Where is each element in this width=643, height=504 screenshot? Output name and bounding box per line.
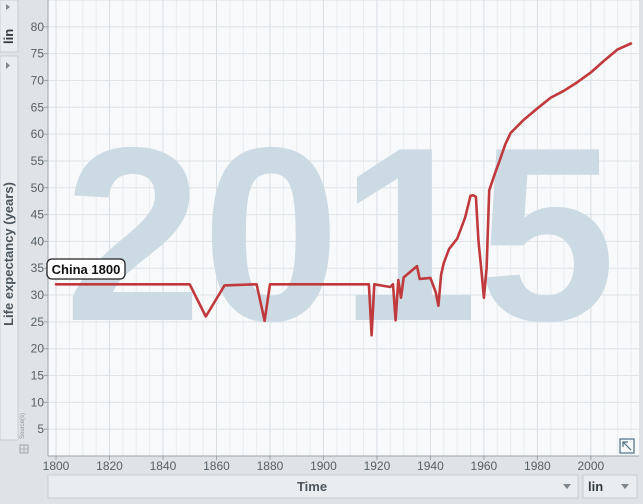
y-tick-label: 50 — [31, 181, 45, 195]
sources-label: Source(s) — [20, 413, 26, 439]
caret-right-icon — [6, 4, 10, 10]
y-tick-label: 35 — [31, 261, 45, 275]
grid-lines — [48, 0, 639, 456]
y-scale-label: lin — [1, 29, 16, 44]
y-axis-title: Life expectancy (years) — [1, 182, 16, 326]
y-tick-label: 5 — [37, 422, 44, 436]
x-scale-label: lin — [588, 479, 603, 494]
x-scale-control[interactable]: lin — [582, 474, 638, 499]
y-tick-label: 20 — [31, 342, 45, 356]
caret-down-icon — [563, 484, 571, 489]
x-tick-label: 1940 — [417, 459, 444, 473]
y-tick-label: 60 — [31, 127, 45, 141]
series-layer — [54, 42, 633, 337]
x-tick-label: 1840 — [150, 459, 177, 473]
caret-right-icon — [6, 62, 10, 69]
y-tick-label: 30 — [31, 288, 45, 302]
x-tick-label: 1860 — [203, 459, 230, 473]
x-axis-selector[interactable]: Time — [47, 474, 579, 499]
y-tick-label: 75 — [31, 47, 45, 61]
x-tick-label: 2000 — [578, 459, 605, 473]
x-tick-label: 1900 — [310, 459, 337, 473]
year-watermark: 2015 — [64, 95, 616, 373]
y-tick-label: 65 — [31, 100, 45, 114]
tooltip-label: China 1800 — [52, 262, 121, 277]
y-axis-ticks: 5 10 15 20 25 30 35 40 45 50 55 60 65 70 75 80 — [31, 20, 48, 436]
y-tick-label: 80 — [31, 20, 45, 34]
x-tick-label: 1880 — [257, 459, 284, 473]
x-tick-label: 1800 — [43, 459, 70, 473]
y-tick-label: 10 — [31, 395, 45, 409]
y-tick-label: 40 — [31, 234, 45, 248]
point-tooltip: China 1800 — [46, 258, 126, 280]
plot-area — [48, 0, 639, 456]
y-tick-label: 15 — [31, 369, 45, 383]
x-axis-title: Time — [297, 479, 327, 494]
y-tick-label: 70 — [31, 73, 45, 87]
sources-button[interactable]: Source(s) — [19, 413, 29, 454]
y-axis-selector[interactable]: Life expectancy (years) — [0, 55, 19, 441]
x-tick-label: 1980 — [524, 459, 551, 473]
y-scale-control[interactable]: lin — [0, 0, 19, 53]
y-tick-label: 45 — [31, 208, 45, 222]
x-tick-label: 1820 — [96, 459, 123, 473]
y-tick-label: 25 — [31, 315, 45, 329]
x-tick-label: 1960 — [471, 459, 498, 473]
x-tick-label: 1920 — [364, 459, 391, 473]
series-line-china[interactable] — [54, 42, 633, 337]
caret-down-icon — [621, 484, 629, 489]
x-axis-ticks: 1800 1820 1840 1860 1880 1900 1920 1940 1960 1980… — [43, 456, 605, 473]
expand-icon[interactable] — [619, 438, 635, 454]
y-tick-label: 55 — [31, 154, 45, 168]
